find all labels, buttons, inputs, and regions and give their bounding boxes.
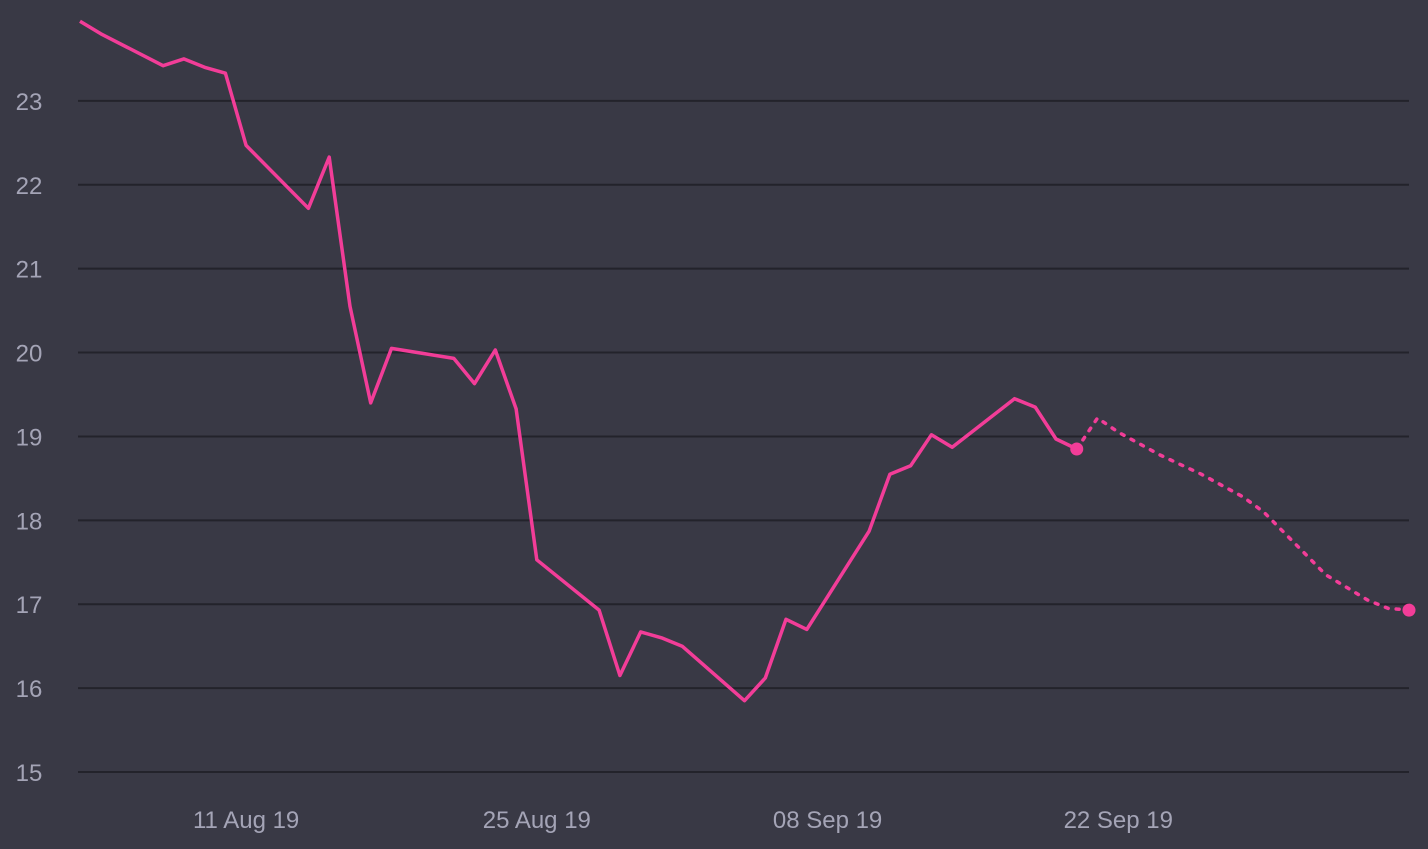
x-tick-label: 25 Aug 19 bbox=[483, 807, 591, 834]
grid-lines bbox=[78, 99, 1409, 773]
y-tick-label: 23 bbox=[16, 89, 43, 116]
y-tick-label: 21 bbox=[16, 257, 43, 284]
y-tick-label: 15 bbox=[16, 760, 43, 787]
forecast-line bbox=[1075, 416, 1411, 612]
history-line bbox=[79, 19, 1078, 703]
x-tick-label: 22 Sep 19 bbox=[1064, 807, 1173, 834]
x-tick-label: 11 Aug 19 bbox=[193, 807, 299, 834]
y-tick-label: 22 bbox=[16, 173, 43, 200]
history-end-marker[interactable] bbox=[1070, 442, 1084, 456]
x-tick-label: 08 Sep 19 bbox=[773, 807, 882, 834]
forecast-end-marker[interactable] bbox=[1402, 603, 1416, 617]
y-tick-label: 19 bbox=[16, 424, 43, 451]
series-layer bbox=[79, 19, 1416, 703]
x-axis: 11 Aug 19 25 Aug 19 08 Sep 19 22 Sep 19 bbox=[193, 807, 1173, 834]
y-tick-label: 20 bbox=[16, 341, 43, 368]
y-axis: 15 16 17 18 19 20 21 22 23 bbox=[16, 89, 43, 787]
y-tick-label: 16 bbox=[16, 676, 43, 703]
y-tick-label: 18 bbox=[16, 508, 43, 535]
y-tick-label: 17 bbox=[16, 592, 43, 619]
